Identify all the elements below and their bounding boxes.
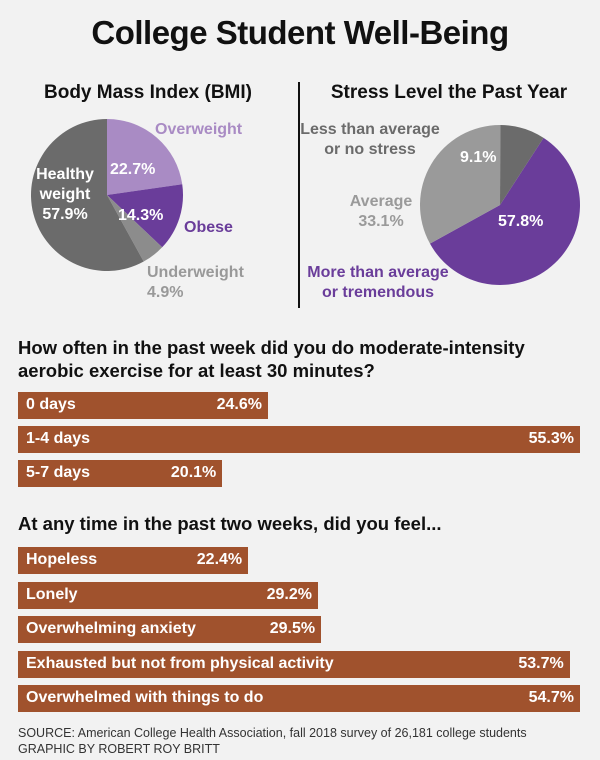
feelings-bar-overwhelmed-with-things-to-do: Overwhelmed with things to do 54.7% xyxy=(18,685,580,712)
bmi-chart-title: Body Mass Index (BMI) xyxy=(44,82,252,103)
underweight-label: Underweight 4.9% xyxy=(147,264,244,301)
more-stress-value: 57.8% xyxy=(498,213,544,230)
stress-slice-more-than-average-or-tremendous xyxy=(429,137,580,286)
exercise-category-label: 0 days xyxy=(26,396,76,413)
exercise-category-label: 1-4 days xyxy=(26,430,91,447)
overweight-label: Overweight xyxy=(155,121,243,138)
page-title: College Student Well-Being xyxy=(91,14,509,51)
exercise-bar-5-7-days: 5-7 days 20.1% xyxy=(18,460,223,487)
bmi-slice-underweight xyxy=(107,195,163,262)
average-stress-label: Average 33.1% xyxy=(349,193,413,230)
feelings-bar-overwhelming-anxiety: Overwhelming anxiety 29.5% xyxy=(18,616,322,643)
feelings-value-label: 22.4% xyxy=(196,551,243,568)
feelings-value-label: 53.7% xyxy=(518,654,564,672)
feelings-question: At any time in the past two weeks, did y… xyxy=(18,513,442,534)
section-divider xyxy=(298,82,300,308)
stress-slice-average xyxy=(420,124,501,244)
stress-chart-title: Stress Level the Past Year xyxy=(330,82,568,103)
stress-slice-less-than-average-or-no-stress xyxy=(500,125,544,205)
healthy-weight-label: Healthy weight 57.9% xyxy=(36,166,94,223)
feelings-bar-hopeless: Hopeless 22.4% xyxy=(18,547,249,574)
exercise-category-label: 5-7 days xyxy=(26,464,91,481)
exercise-value-label: 24.6% xyxy=(216,396,262,413)
bmi-slice-obese xyxy=(107,184,183,248)
pie-charts-svg xyxy=(30,118,580,286)
feelings-bar-lonely: Lonely 29.2% xyxy=(18,581,318,609)
exercise-value-label: 55.3% xyxy=(528,430,574,447)
feelings-value-label: 29.5% xyxy=(269,620,316,637)
overweight-value: 22.7% xyxy=(110,161,156,178)
bmi-slice-healthy-weight xyxy=(30,118,144,271)
feelings-category-label: Lonely xyxy=(26,585,78,603)
exercise-bar-1-4-days: 1-4 days 55.3% xyxy=(18,426,580,453)
exercise-bar-0-days: 0 days 24.6% xyxy=(18,392,268,419)
bmi-pie xyxy=(30,118,183,271)
feelings-category-label: Overwhelming anxiety xyxy=(26,620,196,637)
obese-value: 14.3% xyxy=(118,207,164,224)
feelings-bar-exhausted-but-not-from-physical-activity: Exhausted but not from physical activity… xyxy=(18,650,570,678)
less-stress-label: Less than average or no stress xyxy=(300,121,440,158)
more-stress-label: More than average or tremendous xyxy=(307,264,449,301)
obese-label: Obese xyxy=(184,219,233,236)
exercise-question: How often in the past week did you do mo… xyxy=(18,337,525,381)
feelings-value-label: 29.2% xyxy=(266,585,312,603)
exercise-value-label: 20.1% xyxy=(170,464,217,481)
feelings-category-label: Exhausted but not from physical activity xyxy=(26,654,334,672)
feelings-category-label: Hopeless xyxy=(26,551,98,568)
source-note: SOURCE: American College Health Associat… xyxy=(18,726,527,756)
feelings-category-label: Overwhelmed with things to do xyxy=(26,689,264,706)
stress-pie xyxy=(420,124,580,286)
feelings-value-label: 54.7% xyxy=(528,689,574,706)
bmi-slice-overweight xyxy=(107,119,183,195)
less-stress-value: 9.1% xyxy=(460,149,497,166)
